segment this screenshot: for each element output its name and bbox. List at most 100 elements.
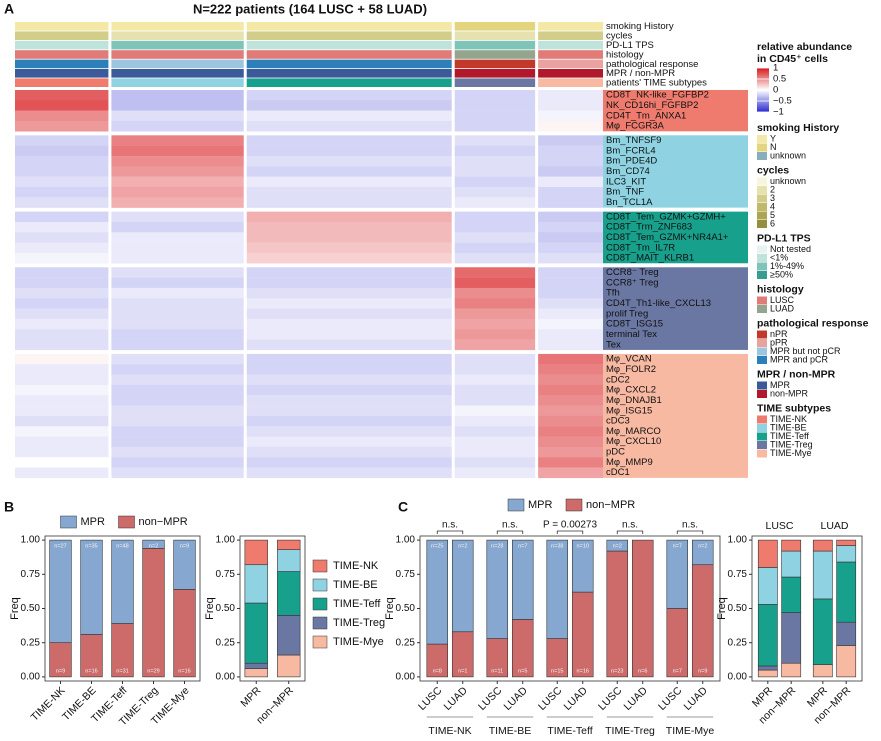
heatmap-cell — [111, 186, 244, 198]
heatmap-cell — [111, 155, 244, 167]
legend-label: 5 — [770, 210, 775, 220]
legend-title: histology — [757, 283, 804, 295]
count-label: n=25 — [431, 544, 443, 550]
legend-swatch — [757, 330, 767, 339]
x-tick-label: LUSC — [596, 684, 625, 713]
heatmap-cell — [15, 135, 109, 146]
bar-segment — [666, 608, 689, 678]
annotation-cell — [454, 50, 536, 59]
bar-segment — [757, 604, 778, 667]
bar-segment — [486, 539, 509, 639]
heatmap-cell — [454, 308, 536, 320]
heatmap-cell — [246, 384, 452, 396]
heatmap-cell — [538, 135, 603, 146]
annotation-cell — [15, 59, 109, 69]
heatmap-cell — [538, 267, 603, 278]
annotation-cell — [454, 40, 536, 50]
track-label: histology — [606, 49, 644, 60]
heatmap-cell — [15, 100, 109, 111]
heatmap-cell — [454, 457, 536, 468]
heatmap-cell — [538, 329, 603, 340]
legend-label: MPR — [528, 499, 553, 511]
annotation-cell — [111, 22, 244, 31]
heatmap-cell — [538, 242, 603, 254]
heatmap-cell — [246, 374, 452, 386]
heatmap-cell — [111, 267, 244, 278]
row-label: Mφ_FOLR2 — [606, 364, 656, 375]
legend-swatch — [312, 559, 328, 573]
heatmap-cell — [538, 298, 603, 309]
row-label: CD8T_Tm_IL7R — [606, 242, 675, 253]
significance-bracket — [676, 530, 704, 534]
legend-label: unknown — [770, 176, 806, 186]
heatmap-cell — [15, 457, 109, 468]
heatmap-cell — [246, 267, 452, 278]
count-label: n=9 — [698, 668, 707, 674]
annotation-cell — [246, 50, 452, 59]
legend-swatch — [757, 143, 767, 152]
legend-label: TIME-BE — [333, 579, 378, 591]
row-label: CD8T_MAIT_KLRB1 — [606, 253, 694, 264]
track-label: cycles — [606, 31, 633, 42]
heatmap-cell — [454, 353, 536, 365]
legend-swatch — [757, 347, 767, 356]
heatmap-cell — [246, 110, 452, 122]
legend-title: smoking History — [757, 122, 839, 134]
heatmap-cell — [454, 221, 536, 233]
heatmap-cell — [538, 90, 603, 101]
y-axis-label: Freq — [204, 597, 216, 620]
count-label: n=1 — [458, 668, 467, 674]
track-label: MPR / non-MPR — [606, 68, 675, 79]
group-band — [603, 353, 748, 478]
heatmap-cell — [15, 308, 109, 320]
heatmap-cell — [15, 384, 109, 396]
track-label: PD-L1 TPS — [606, 40, 654, 51]
heatmap-cell — [246, 145, 452, 157]
heatmap-cell — [454, 426, 536, 437]
annotation-cell — [246, 31, 452, 40]
heatmap-cell — [538, 457, 603, 468]
count-label: n=7 — [673, 544, 682, 550]
legend-label: 2 — [770, 184, 775, 194]
row-label: Mφ_MMP9 — [606, 457, 653, 468]
heatmap-cell — [15, 298, 109, 309]
heatmap-cell — [454, 467, 536, 479]
bar-segment — [571, 539, 594, 593]
heatmap-cell — [538, 384, 603, 396]
heatmap-cell — [111, 374, 244, 386]
bar-segment — [666, 539, 689, 609]
count-label: n=31 — [116, 668, 128, 674]
bar-segment — [277, 549, 301, 572]
heatmap-cell — [454, 329, 536, 340]
legend-label: non-MPR — [770, 388, 809, 398]
heatmap-cell — [246, 287, 452, 299]
y-tick-label: 0.75 — [21, 569, 41, 580]
count-label: n=2 — [698, 544, 707, 550]
legend-label: unknown — [770, 150, 806, 160]
heatmap-cell — [246, 426, 452, 437]
heatmap-cell — [111, 166, 244, 177]
heatmap-cell — [111, 287, 244, 299]
heatmap-cell — [111, 120, 244, 132]
bar-segment — [49, 539, 72, 643]
legend-label: MPR — [81, 516, 106, 528]
heatmap-cell — [246, 100, 452, 111]
heatmap-cell — [246, 329, 452, 340]
legend-label: MPR — [770, 380, 791, 390]
annotation-cell — [111, 40, 244, 50]
row-label: NK_CD16hi_FGFBP2 — [606, 100, 698, 111]
annotation-cell — [538, 40, 603, 50]
group-band — [603, 135, 748, 208]
legend-swatch — [757, 194, 767, 203]
count-label: n=7 — [673, 668, 682, 674]
heatmap-cell — [538, 176, 603, 188]
legend-swatch — [312, 616, 328, 630]
legend-swatch — [757, 449, 767, 458]
row-label: CD8T_Tem_GZMK+GZMH+ — [606, 211, 726, 222]
heatmap-cell — [15, 405, 109, 417]
heatmap-cell — [538, 166, 603, 177]
bar-segment — [836, 645, 857, 678]
heatmap-cell — [454, 267, 536, 278]
bar-segment — [244, 539, 268, 566]
